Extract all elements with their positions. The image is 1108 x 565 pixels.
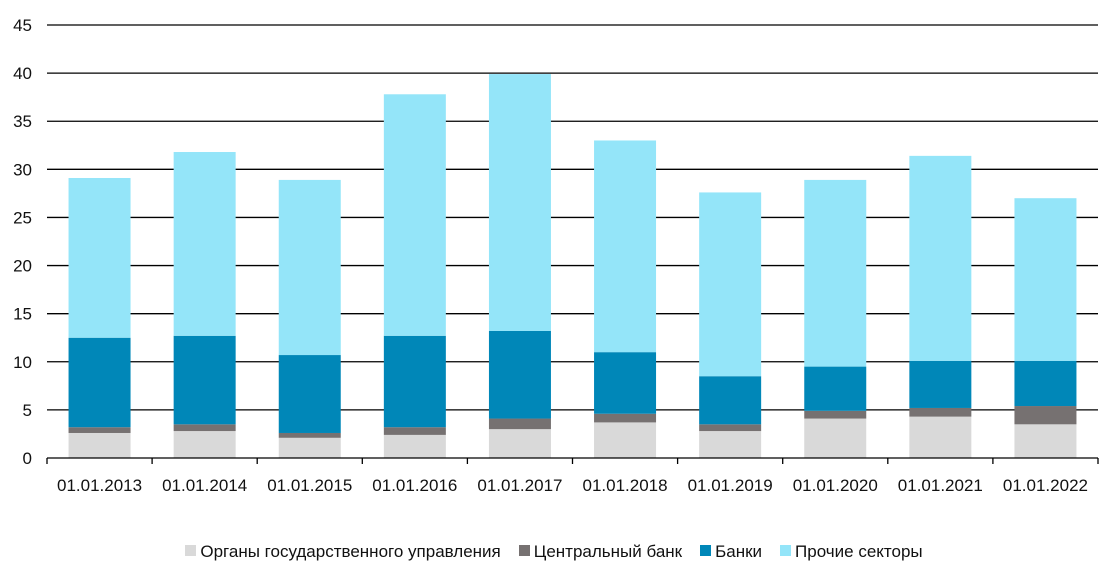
bar-segment-1-01.01.2019: [699, 431, 762, 458]
bar-segment-2-01.01.2022: [1014, 406, 1077, 425]
y-tick-label: 30: [13, 160, 32, 179]
x-tick-label: 01.01.2014: [162, 476, 247, 495]
x-tick-label: 01.01.2018: [583, 476, 668, 495]
axes: 0 5 10 15 20 25 30 35 40 45 01.01.2013 01.01.2014 01…: [13, 16, 1099, 495]
y-tick-label: 45: [13, 16, 32, 35]
bar-segment-3-01.01.2014: [173, 335, 236, 425]
x-tick-label: 01.01.2019: [688, 476, 773, 495]
bar-segment-4-01.01.2018: [594, 140, 657, 353]
bar-segment-2-01.01.2016: [383, 427, 446, 435]
legend-label: Прочие секторы: [795, 541, 923, 561]
legend-swatch: [780, 544, 792, 556]
bar-segment-4-01.01.2021: [909, 155, 972, 361]
y-tick-label: 15: [13, 305, 32, 324]
legend-swatch: [185, 544, 197, 556]
x-tick-label: 01.01.2022: [1003, 476, 1088, 495]
bar-segment-3-01.01.2018: [594, 352, 657, 414]
bar-segment-1-01.01.2018: [594, 422, 657, 458]
bar-segment-4-01.01.2017: [488, 74, 551, 331]
bar-segment-2-01.01.2021: [909, 407, 972, 417]
x-tick-label: 01.01.2013: [57, 476, 142, 495]
legend-label: Органы государственного управления: [200, 541, 501, 561]
bars: [68, 74, 1077, 458]
y-tick-label: 40: [13, 64, 32, 83]
legend-item: Центральный банк: [518, 541, 683, 562]
bar-segment-4-01.01.2014: [173, 152, 236, 336]
bar-segment-4-01.01.2013: [68, 177, 131, 338]
y-tick-label: 10: [13, 353, 32, 372]
legend: Органы государственного управления Центра…: [0, 541, 1108, 562]
bar-segment-3-01.01.2013: [68, 337, 131, 428]
bar-segment-3-01.01.2021: [909, 360, 972, 408]
bar-segment-3-01.01.2020: [804, 366, 867, 411]
legend-item: Органы государственного управления: [185, 541, 501, 562]
bar-segment-1-01.01.2022: [1014, 424, 1077, 458]
bar-segment-1-01.01.2020: [804, 418, 867, 458]
bar-segment-3-01.01.2022: [1014, 360, 1077, 407]
x-tick-label: 01.01.2021: [898, 476, 983, 495]
bar-segment-4-01.01.2022: [1014, 198, 1077, 361]
bar-segment-3-01.01.2015: [278, 355, 341, 433]
bar-segment-2-01.01.2017: [488, 418, 551, 430]
bar-segment-1-01.01.2017: [488, 429, 551, 458]
bar-segment-4-01.01.2019: [699, 192, 762, 377]
y-tick-label: 20: [13, 257, 32, 276]
legend-swatch: [518, 544, 530, 556]
x-tick-label: 01.01.2020: [793, 476, 878, 495]
y-tick-label: 0: [23, 449, 32, 468]
x-tick-label: 01.01.2017: [477, 476, 562, 495]
legend-label: Банки: [715, 541, 763, 561]
bar-segment-2-01.01.2020: [804, 410, 867, 419]
bar-segment-2-01.01.2018: [594, 413, 657, 423]
bar-segment-4-01.01.2016: [383, 94, 446, 336]
bar-segment-3-01.01.2017: [488, 330, 551, 419]
bar-segment-2-01.01.2019: [699, 424, 762, 432]
y-tick-label: 25: [13, 208, 32, 227]
bar-segment-2-01.01.2013: [68, 427, 131, 433]
x-tick-label: 01.01.2015: [267, 476, 352, 495]
bar-segment-3-01.01.2016: [383, 335, 446, 428]
bar-segment-2-01.01.2015: [278, 432, 341, 438]
y-tick-label: 35: [13, 112, 32, 131]
legend-item: Банки: [700, 542, 762, 562]
y-tick-label: 5: [23, 401, 32, 420]
bar-segment-4-01.01.2020: [804, 179, 867, 367]
bar-segment-3-01.01.2019: [699, 376, 762, 425]
legend-swatch: [700, 544, 712, 556]
bar-segment-1-01.01.2015: [278, 437, 341, 458]
bar-segment-4-01.01.2015: [278, 179, 341, 356]
bar-segment-1-01.01.2021: [909, 416, 972, 458]
bar-segment-1-01.01.2013: [68, 432, 131, 458]
legend-label: Центральный банк: [533, 541, 683, 561]
bar-segment-1-01.01.2016: [383, 434, 446, 458]
x-tick-label: 01.01.2016: [372, 476, 457, 495]
bar-segment-2-01.01.2014: [173, 424, 236, 432]
bar-segment-1-01.01.2014: [173, 431, 236, 458]
legend-item: Прочие секторы: [780, 542, 923, 562]
